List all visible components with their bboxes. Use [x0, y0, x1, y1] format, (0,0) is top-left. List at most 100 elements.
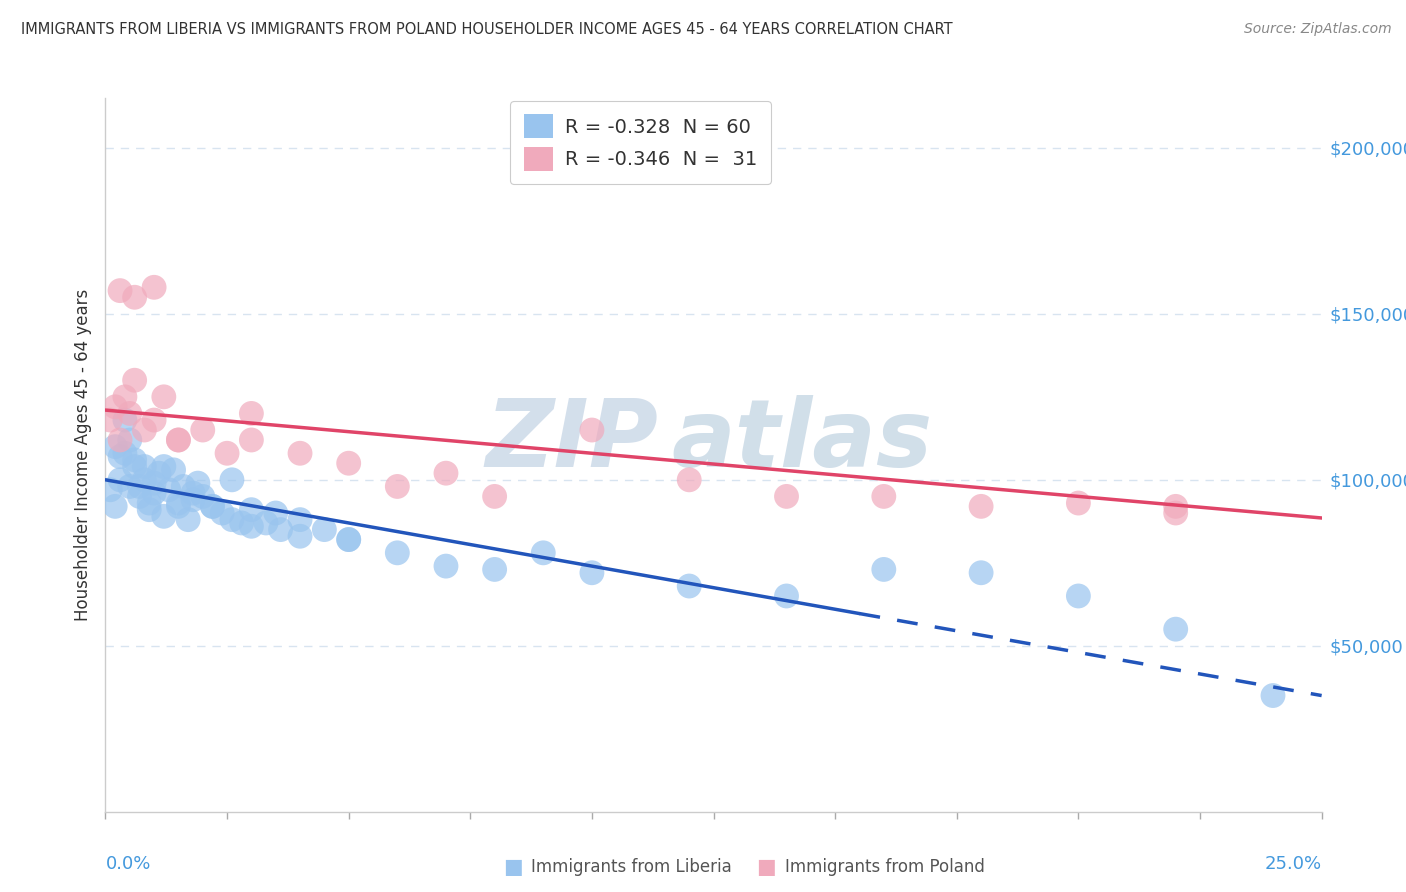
Point: [201, 500, 224, 514]
Point: [288, 446, 311, 460]
Point: [484, 490, 506, 504]
Point: [177, 513, 200, 527]
Point: [240, 502, 263, 516]
Point: [1164, 500, 1187, 514]
Point: [134, 459, 156, 474]
Point: [153, 509, 176, 524]
Point: [337, 456, 360, 470]
Point: [138, 502, 160, 516]
Point: [167, 500, 190, 514]
Point: [581, 423, 603, 437]
Point: [148, 466, 170, 480]
Point: [288, 513, 311, 527]
Point: [124, 373, 146, 387]
Point: [240, 433, 263, 447]
Point: [153, 390, 176, 404]
Point: [240, 519, 263, 533]
Point: [114, 413, 136, 427]
Point: [108, 450, 131, 464]
Point: [104, 440, 127, 454]
Point: [108, 433, 131, 447]
Point: [124, 453, 146, 467]
Point: [167, 496, 190, 510]
Point: [128, 479, 150, 493]
Text: 25.0%: 25.0%: [1264, 855, 1322, 872]
Text: Immigrants from Poland: Immigrants from Poland: [785, 858, 984, 876]
Point: [118, 433, 141, 447]
Point: [1261, 689, 1284, 703]
Point: [118, 479, 141, 493]
Point: [143, 486, 166, 500]
Text: ZIP: ZIP: [486, 394, 659, 487]
Point: [678, 579, 700, 593]
Point: [98, 413, 121, 427]
Point: [167, 433, 190, 447]
Point: [128, 490, 150, 504]
Text: ■: ■: [756, 857, 776, 877]
Point: [134, 423, 156, 437]
Point: [201, 500, 224, 514]
Point: [387, 546, 409, 560]
Point: [157, 483, 180, 497]
Point: [270, 523, 292, 537]
Text: Source: ZipAtlas.com: Source: ZipAtlas.com: [1244, 22, 1392, 37]
Point: [434, 466, 457, 480]
Point: [678, 473, 700, 487]
Point: [1067, 496, 1090, 510]
Point: [581, 566, 603, 580]
Point: [1164, 506, 1187, 520]
Point: [873, 490, 896, 504]
Point: [108, 284, 131, 298]
Point: [484, 562, 506, 576]
Point: [187, 476, 209, 491]
Point: [254, 516, 277, 530]
Point: [114, 390, 136, 404]
Point: [153, 459, 176, 474]
Point: [167, 433, 190, 447]
Point: [970, 500, 993, 514]
Text: atlas: atlas: [671, 394, 932, 487]
Point: [387, 479, 409, 493]
Point: [108, 473, 131, 487]
Point: [873, 562, 896, 576]
Point: [104, 500, 127, 514]
Point: [221, 513, 243, 527]
Point: [104, 400, 127, 414]
Point: [240, 406, 263, 420]
Point: [143, 280, 166, 294]
Point: [1164, 622, 1187, 636]
Text: ■: ■: [503, 857, 523, 877]
Point: [181, 492, 204, 507]
Point: [1067, 589, 1090, 603]
Point: [314, 523, 336, 537]
Point: [217, 446, 239, 460]
Point: [191, 490, 214, 504]
Point: [134, 473, 156, 487]
Point: [231, 516, 253, 530]
Point: [337, 533, 360, 547]
Point: [124, 290, 146, 304]
Point: [221, 473, 243, 487]
Point: [114, 446, 136, 460]
Point: [98, 483, 121, 497]
Text: 0.0%: 0.0%: [105, 855, 150, 872]
Point: [124, 459, 146, 474]
Point: [143, 476, 166, 491]
Point: [264, 506, 287, 520]
Legend: R = -0.328  N = 60, R = -0.346  N =  31: R = -0.328 N = 60, R = -0.346 N = 31: [510, 101, 770, 184]
Text: IMMIGRANTS FROM LIBERIA VS IMMIGRANTS FROM POLAND HOUSEHOLDER INCOME AGES 45 - 6: IMMIGRANTS FROM LIBERIA VS IMMIGRANTS FR…: [21, 22, 953, 37]
Point: [775, 589, 797, 603]
Point: [162, 463, 184, 477]
Y-axis label: Householder Income Ages 45 - 64 years: Householder Income Ages 45 - 64 years: [73, 289, 91, 621]
Point: [970, 566, 993, 580]
Point: [288, 529, 311, 543]
Point: [191, 423, 214, 437]
Point: [775, 490, 797, 504]
Point: [118, 406, 141, 420]
Point: [211, 506, 233, 520]
Point: [143, 413, 166, 427]
Text: Immigrants from Liberia: Immigrants from Liberia: [531, 858, 733, 876]
Point: [337, 533, 360, 547]
Point: [138, 496, 160, 510]
Point: [181, 486, 204, 500]
